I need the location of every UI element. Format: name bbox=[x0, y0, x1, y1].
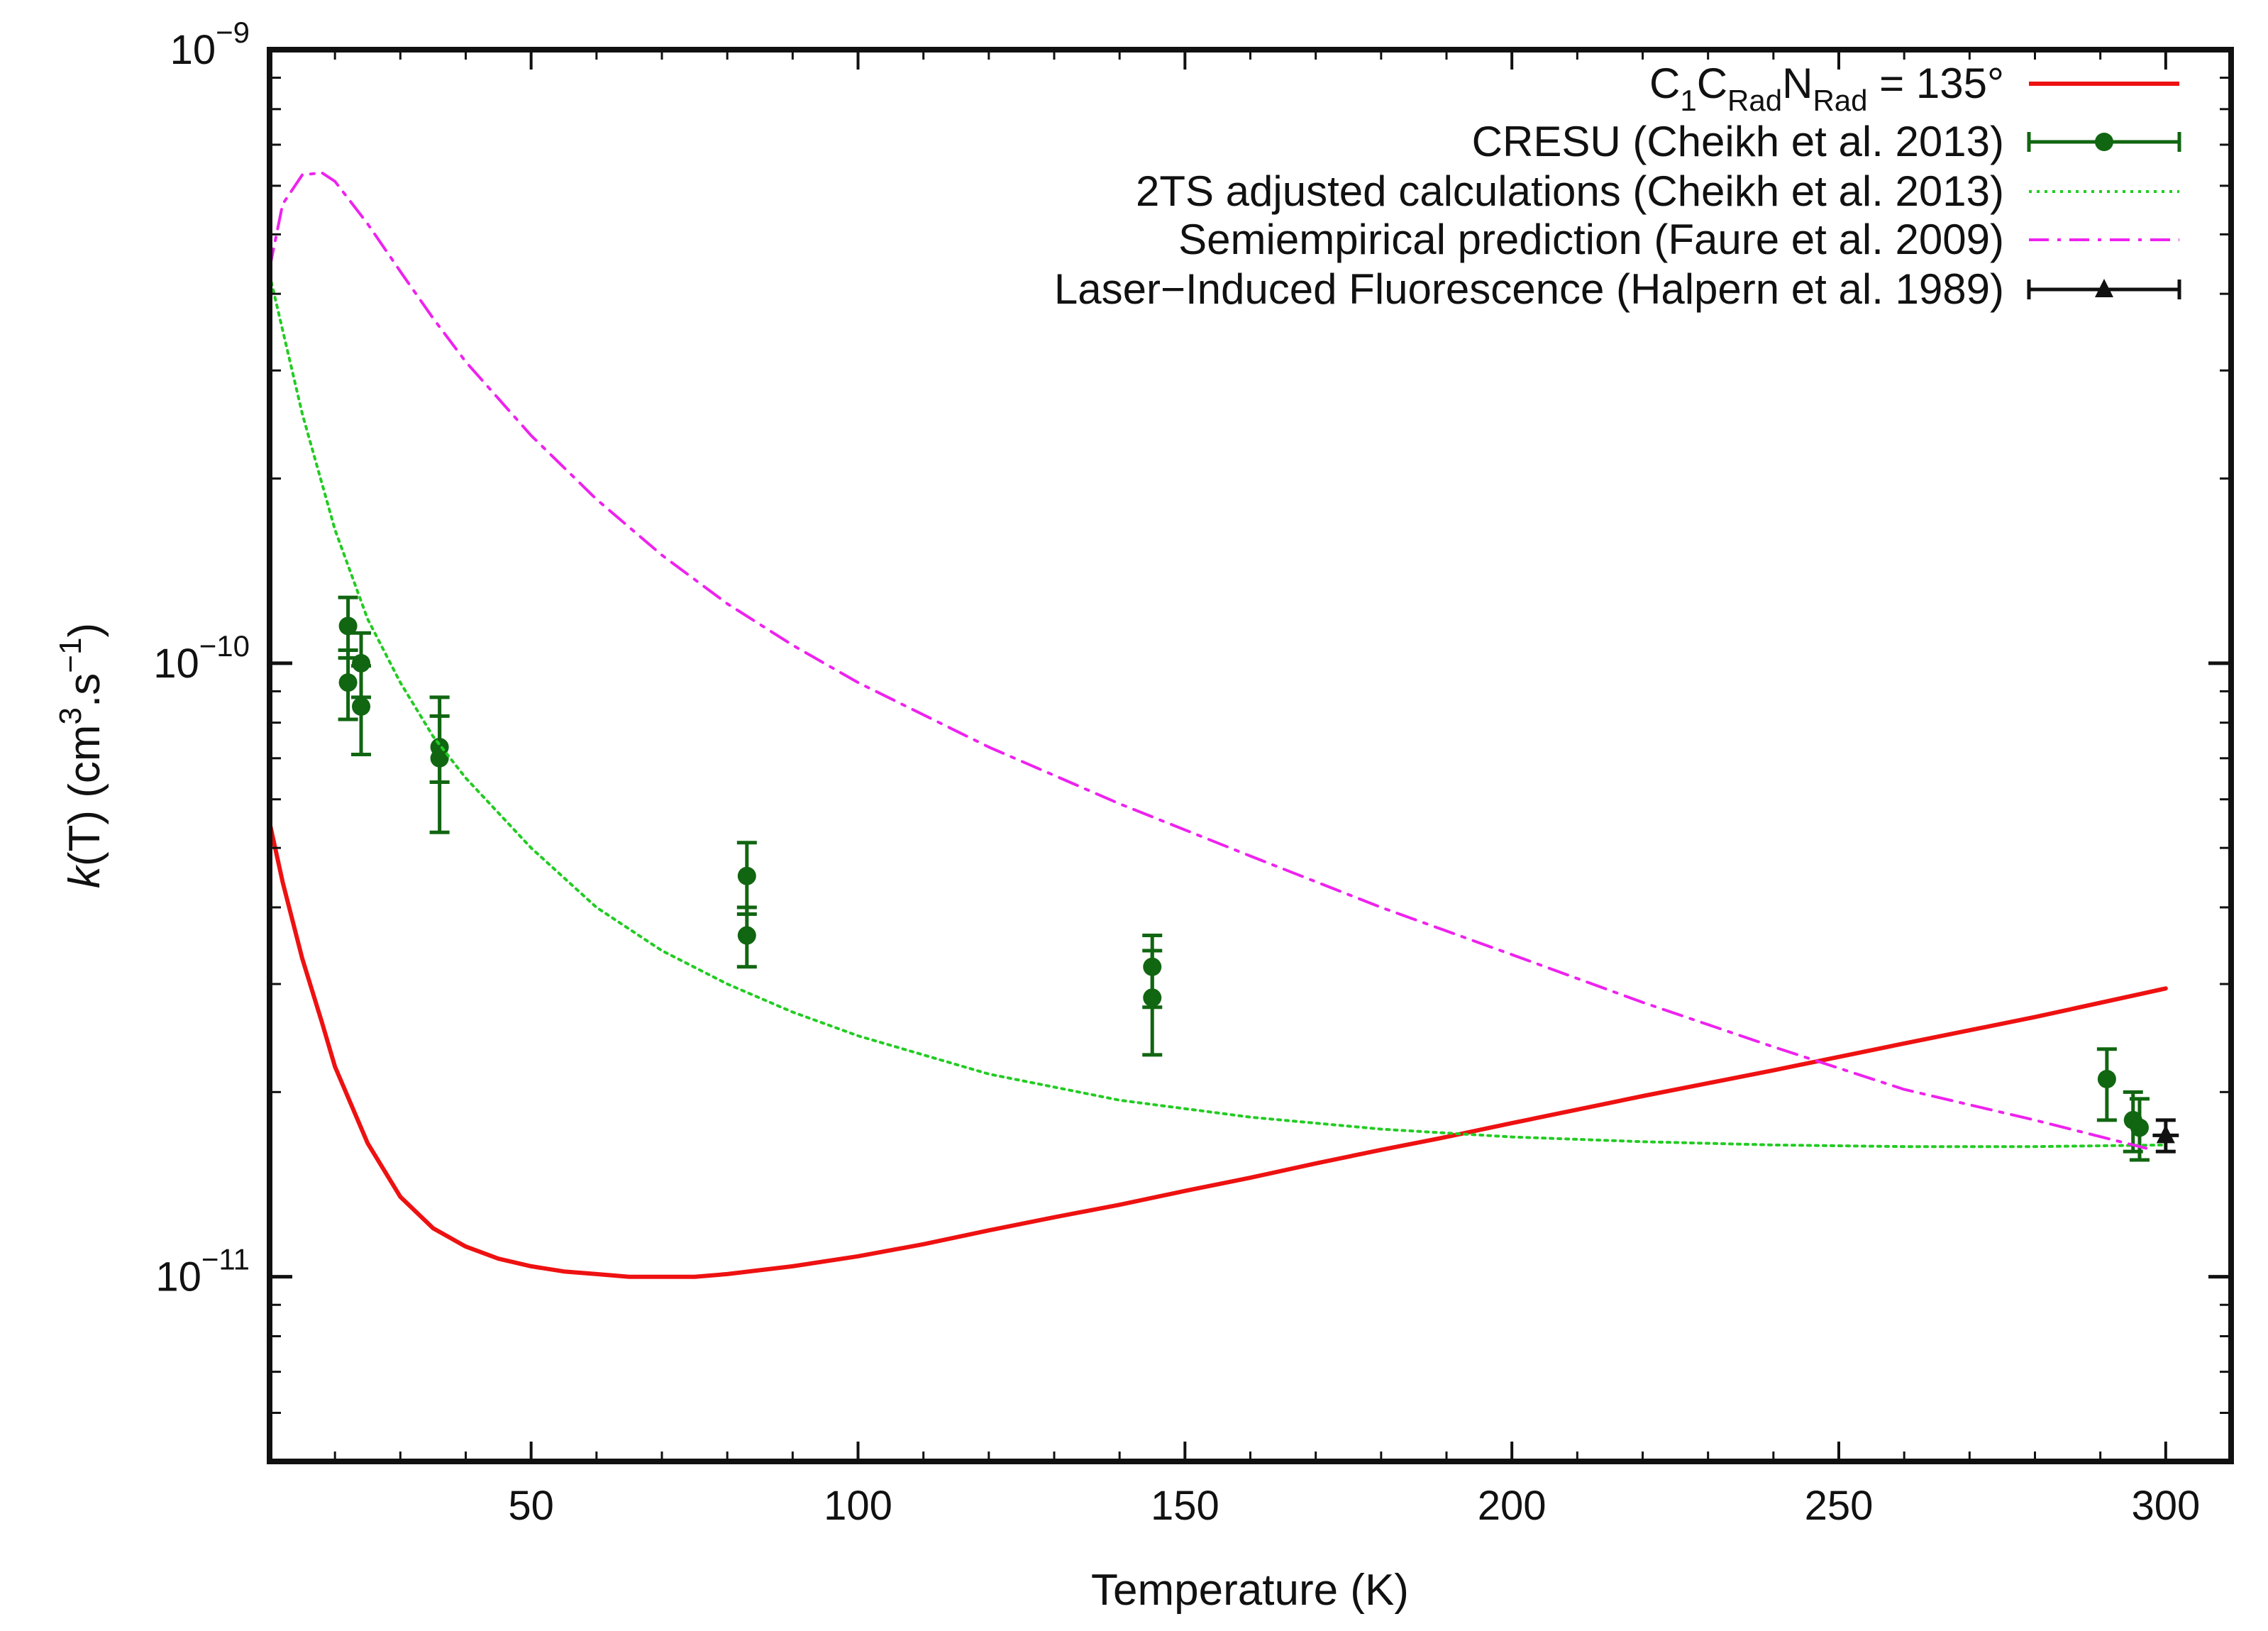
legend-marker bbox=[2095, 133, 2113, 151]
x-tick-label: 300 bbox=[2131, 1483, 2200, 1529]
y-axis-title-end: ) bbox=[60, 623, 109, 638]
series-line-3 bbox=[268, 171, 2148, 1150]
plot-frame bbox=[267, 47, 2234, 1464]
x-tick-label: 50 bbox=[508, 1483, 554, 1529]
y-axis-title: k(T) (cm3.s−1) bbox=[53, 623, 109, 888]
x-tick-label: 100 bbox=[824, 1483, 892, 1529]
data-point bbox=[338, 617, 358, 636]
data-point bbox=[1143, 988, 1162, 1007]
data-point bbox=[737, 866, 756, 885]
y-tick-label: 10−10 bbox=[153, 629, 250, 687]
data-point bbox=[2130, 1118, 2149, 1137]
series-layer bbox=[267, 171, 2179, 1279]
data-point bbox=[430, 748, 449, 768]
series-line-0 bbox=[267, 820, 2168, 1279]
legend-label-3: Semiempirical prediction (Faure et al. 2… bbox=[1178, 216, 2004, 263]
data-point bbox=[338, 673, 358, 692]
y-axis-title-italic: k bbox=[60, 864, 109, 888]
legend-label-0: C1CRadNRad = 135° bbox=[1649, 60, 2004, 117]
x-axis-title: Temperature (K) bbox=[1091, 1566, 1409, 1615]
legend-label-4: Laser−Induced Fluorescence (Halpern et a… bbox=[1054, 265, 2004, 313]
labels-layer: 50 100 150 200 250 300 10−11 10−10 10−9 bbox=[153, 16, 2200, 1529]
y-axis-title-sup2: −1 bbox=[53, 638, 88, 673]
x-tick-label: 200 bbox=[1478, 1483, 1547, 1529]
x-tick-label: 250 bbox=[1805, 1483, 1874, 1529]
y-axis-title-rest: (T) (cm bbox=[60, 724, 109, 866]
legend-marker bbox=[2095, 279, 2113, 297]
data-point bbox=[737, 926, 756, 945]
x-tick-label: 150 bbox=[1151, 1483, 1219, 1529]
legend-label-2: 2TS adjusted calculations (Cheikh et al.… bbox=[1136, 167, 2004, 215]
data-point bbox=[352, 653, 371, 673]
data-point bbox=[2156, 1124, 2175, 1144]
series-points-4 bbox=[2152, 1118, 2179, 1154]
data-point bbox=[352, 697, 371, 716]
y-axis-title-sup1: 3 bbox=[53, 707, 88, 724]
y-tick-label: 10−11 bbox=[155, 1243, 250, 1300]
series-line-2 bbox=[268, 273, 2167, 1149]
y-tick-label: 10−9 bbox=[170, 16, 250, 73]
data-point bbox=[2097, 1069, 2116, 1088]
legend-label-1: CRESU (Cheikh et al. 2013) bbox=[1472, 118, 2004, 165]
legend: C1CRadNRad = 135°CRESU (Cheikh et al. 20… bbox=[1054, 60, 2181, 313]
y-axis-title-mid: .s bbox=[60, 673, 109, 707]
series-points-1 bbox=[338, 595, 2150, 1162]
